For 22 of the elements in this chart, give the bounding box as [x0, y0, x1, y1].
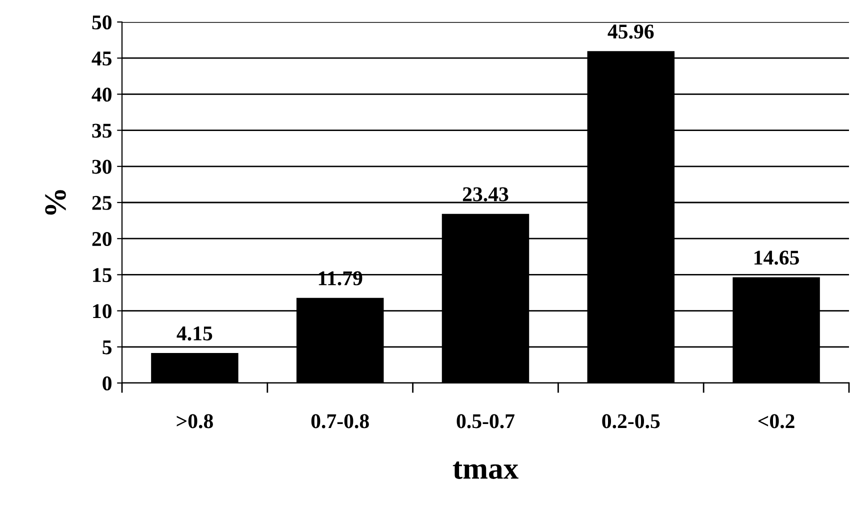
- data-label: 45.96: [608, 24, 654, 39]
- y-tick-label: 25: [92, 196, 112, 210]
- y-tick-label: 30: [92, 160, 112, 174]
- data-label: 14.65: [754, 250, 799, 265]
- x-tick-label: 0.7-0.8: [311, 414, 369, 428]
- x-tick-label: <0.2: [758, 414, 794, 428]
- y-tick-label: 40: [92, 88, 112, 102]
- data-label: 4.15: [176, 326, 212, 341]
- y-tick-label: 20: [92, 232, 112, 246]
- y-tick-label: 0: [102, 376, 112, 390]
- y-tick-label: 15: [93, 268, 112, 282]
- y-tick-label: 5: [102, 340, 112, 354]
- x-tick-label: 0.5-0.7: [456, 414, 515, 428]
- y-tick-label: 45: [92, 52, 112, 66]
- y-tick-label: 50: [92, 15, 112, 30]
- x-tick-label: 0.2-0.5: [602, 414, 660, 428]
- y-tick-label: 10: [93, 304, 112, 318]
- y-tick-label: 35: [92, 124, 112, 138]
- data-label: 23.43: [462, 187, 508, 202]
- y-axis-title: %: [45, 190, 66, 215]
- x-tick-label: >0.8: [176, 414, 213, 428]
- x-axis-title: tmax: [452, 461, 518, 479]
